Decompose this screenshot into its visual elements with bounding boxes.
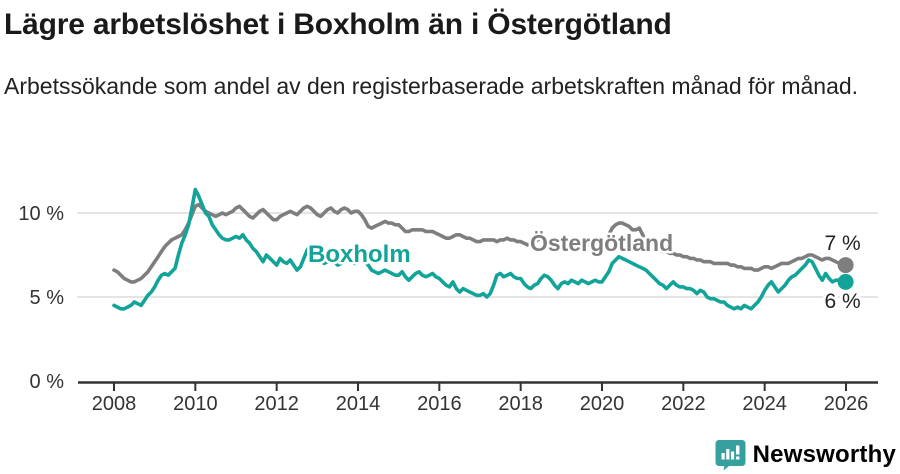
x-tick-label-2014: 2014 xyxy=(336,393,381,415)
x-tick-label-2022: 2022 xyxy=(661,393,706,415)
series-label-boxholm: Boxholm xyxy=(308,241,411,268)
x-tick-label-2008: 2008 xyxy=(92,393,137,415)
x-tick-label-2018: 2018 xyxy=(498,393,543,415)
series-line-boxholm xyxy=(112,187,845,311)
newsworthy-logo[interactable]: Newsworthy xyxy=(715,439,896,471)
y-tick-label-10: 10 % xyxy=(18,203,64,225)
x-tick-label-2012: 2012 xyxy=(254,393,299,415)
x-tick-label-2024: 2024 xyxy=(742,393,787,415)
newsworthy-bubble-icon xyxy=(715,440,746,471)
bar-chart-bar-3 xyxy=(730,451,734,460)
exclamation-dot xyxy=(735,456,740,460)
y-tick-label-5: 5 % xyxy=(30,287,65,309)
series-label-östergötland: Östergötland xyxy=(530,230,673,256)
brand-name: Newsworthy xyxy=(752,441,896,468)
series-line-östergötland xyxy=(112,202,845,284)
x-tick-label-2026: 2026 xyxy=(824,393,869,415)
end-dot-östergötland xyxy=(837,257,854,274)
y-tick-label-0: 0 % xyxy=(30,371,65,393)
speech-bubble-shape xyxy=(715,440,746,471)
x-tick-label-2020: 2020 xyxy=(580,393,625,415)
chart-subtitle: Arbetssökande som andel av den registerb… xyxy=(4,73,859,99)
end-value-label-östergötland: 7 % xyxy=(825,232,861,255)
chart-title: Lägre arbetslöshet i Boxholm än i Österg… xyxy=(4,8,672,41)
exclamation-bar xyxy=(735,445,740,455)
end-dot-boxholm xyxy=(837,273,854,290)
bar-chart-bar-2 xyxy=(725,449,730,460)
x-tick-label-2010: 2010 xyxy=(173,393,218,415)
end-value-label-boxholm: 6 % xyxy=(825,290,861,313)
x-tick-label-2016: 2016 xyxy=(417,393,462,415)
bar-chart-bar-1 xyxy=(721,453,725,460)
